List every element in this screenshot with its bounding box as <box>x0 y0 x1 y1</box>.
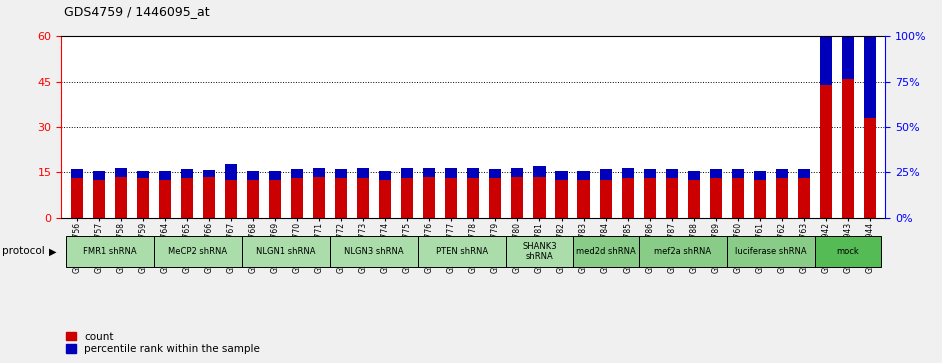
Text: protocol: protocol <box>2 246 44 256</box>
Bar <box>643 179 656 218</box>
Bar <box>754 171 766 180</box>
Bar <box>467 179 479 218</box>
Text: ▶: ▶ <box>49 246 57 256</box>
Bar <box>247 171 259 180</box>
Bar <box>512 168 524 177</box>
Bar <box>512 177 524 218</box>
Bar <box>709 170 722 179</box>
Bar <box>401 179 414 218</box>
Text: SHANK3
shRNA: SHANK3 shRNA <box>522 242 557 261</box>
Text: NLGN1 shRNA: NLGN1 shRNA <box>256 247 316 256</box>
Bar <box>577 180 590 218</box>
Bar <box>137 171 149 179</box>
Bar <box>269 180 281 218</box>
Text: luciferase shRNA: luciferase shRNA <box>735 247 806 256</box>
Text: PTEN shRNA: PTEN shRNA <box>436 247 488 256</box>
Bar <box>864 31 876 118</box>
Bar <box>357 168 369 179</box>
Bar <box>357 179 369 218</box>
Text: mock: mock <box>836 247 859 256</box>
Text: GDS4759 / 1446095_at: GDS4759 / 1446095_at <box>64 5 210 19</box>
Bar <box>467 168 479 179</box>
Bar <box>225 164 237 180</box>
Bar <box>776 170 788 179</box>
Bar <box>533 166 545 177</box>
Bar <box>313 177 325 218</box>
Bar <box>776 179 788 218</box>
Bar <box>688 171 700 180</box>
Bar <box>489 170 501 179</box>
Bar <box>423 168 435 177</box>
Bar <box>137 179 149 218</box>
Text: MeCP2 shRNA: MeCP2 shRNA <box>169 247 227 256</box>
Bar <box>291 179 303 218</box>
Bar <box>577 171 590 180</box>
Bar <box>798 170 810 179</box>
Text: mef2a shRNA: mef2a shRNA <box>654 247 711 256</box>
Text: med2d shRNA: med2d shRNA <box>576 247 636 256</box>
Bar <box>842 0 854 79</box>
Bar <box>732 179 744 218</box>
Bar <box>688 180 700 218</box>
Bar <box>709 179 722 218</box>
Bar <box>181 170 193 179</box>
Bar <box>732 170 744 179</box>
Bar <box>666 179 677 218</box>
Bar <box>335 179 348 218</box>
Bar <box>798 179 810 218</box>
Bar <box>622 168 634 179</box>
Bar <box>379 180 391 218</box>
Bar <box>446 179 458 218</box>
Bar <box>181 179 193 218</box>
Legend: count, percentile rank within the sample: count, percentile rank within the sample <box>67 331 260 354</box>
Bar <box>864 118 876 218</box>
Bar <box>71 170 83 179</box>
Bar <box>225 180 237 218</box>
Bar <box>313 168 325 177</box>
Bar <box>446 168 458 179</box>
Bar <box>203 177 215 218</box>
Bar <box>754 180 766 218</box>
Bar <box>115 177 127 218</box>
Bar <box>335 170 348 179</box>
Bar <box>643 170 656 179</box>
Bar <box>159 171 171 180</box>
Bar <box>379 171 391 180</box>
Bar <box>489 179 501 218</box>
Bar <box>269 171 281 180</box>
Bar <box>820 0 832 85</box>
Bar <box>533 177 545 218</box>
Bar <box>92 180 105 218</box>
Bar <box>203 170 215 177</box>
Bar <box>291 170 303 179</box>
Bar <box>401 168 414 179</box>
Bar <box>820 85 832 218</box>
Bar <box>556 180 568 218</box>
Bar <box>71 179 83 218</box>
Bar <box>92 171 105 180</box>
Bar <box>622 179 634 218</box>
Bar <box>599 180 611 218</box>
Bar <box>115 168 127 177</box>
Text: NLGN3 shRNA: NLGN3 shRNA <box>345 247 404 256</box>
Text: FMR1 shRNA: FMR1 shRNA <box>83 247 137 256</box>
Bar <box>556 171 568 180</box>
Bar <box>247 180 259 218</box>
Bar <box>159 180 171 218</box>
Bar <box>423 177 435 218</box>
Bar <box>599 169 611 180</box>
Bar <box>666 170 677 179</box>
Bar <box>842 79 854 218</box>
